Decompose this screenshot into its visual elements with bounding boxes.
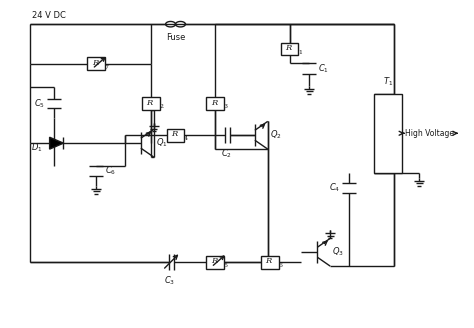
Text: R: R (172, 130, 178, 138)
Text: R: R (211, 98, 217, 107)
Text: 6: 6 (278, 263, 282, 268)
Text: R: R (211, 257, 217, 265)
Text: Fuse: Fuse (166, 33, 185, 42)
Text: $C_3$: $C_3$ (164, 274, 175, 287)
Text: 4: 4 (184, 136, 188, 141)
Bar (166, 129, 184, 142)
Text: 5: 5 (224, 263, 228, 268)
Text: 3: 3 (224, 104, 228, 110)
Text: 24 V DC: 24 V DC (32, 11, 65, 20)
Bar (261, 256, 279, 269)
Text: $Q_1$: $Q_1$ (155, 137, 167, 150)
Text: $C_2$: $C_2$ (220, 147, 232, 160)
Text: $C_5$: $C_5$ (34, 97, 45, 110)
Text: $Q_2$: $Q_2$ (270, 129, 282, 141)
Text: $T_1$: $T_1$ (383, 75, 393, 88)
Text: $C_6$: $C_6$ (105, 165, 116, 177)
Text: R: R (285, 44, 292, 52)
Text: R: R (265, 257, 272, 265)
Bar (374, 93, 401, 173)
Text: 7: 7 (105, 65, 109, 70)
Bar (142, 97, 160, 110)
Polygon shape (50, 137, 64, 149)
Text: $C_4$: $C_4$ (329, 181, 340, 194)
Text: 2: 2 (159, 104, 163, 110)
Text: $C_1$: $C_1$ (319, 62, 329, 74)
Text: R: R (146, 98, 153, 107)
Bar (281, 43, 299, 55)
Text: $Q_3$: $Q_3$ (332, 246, 344, 258)
Text: 1: 1 (298, 50, 302, 55)
Bar (206, 256, 224, 269)
Bar (87, 57, 105, 70)
Text: $D_1$: $D_1$ (31, 142, 43, 154)
Text: High Voltage: High Voltage (405, 129, 454, 138)
Bar (206, 97, 224, 110)
Text: R: R (92, 59, 98, 67)
